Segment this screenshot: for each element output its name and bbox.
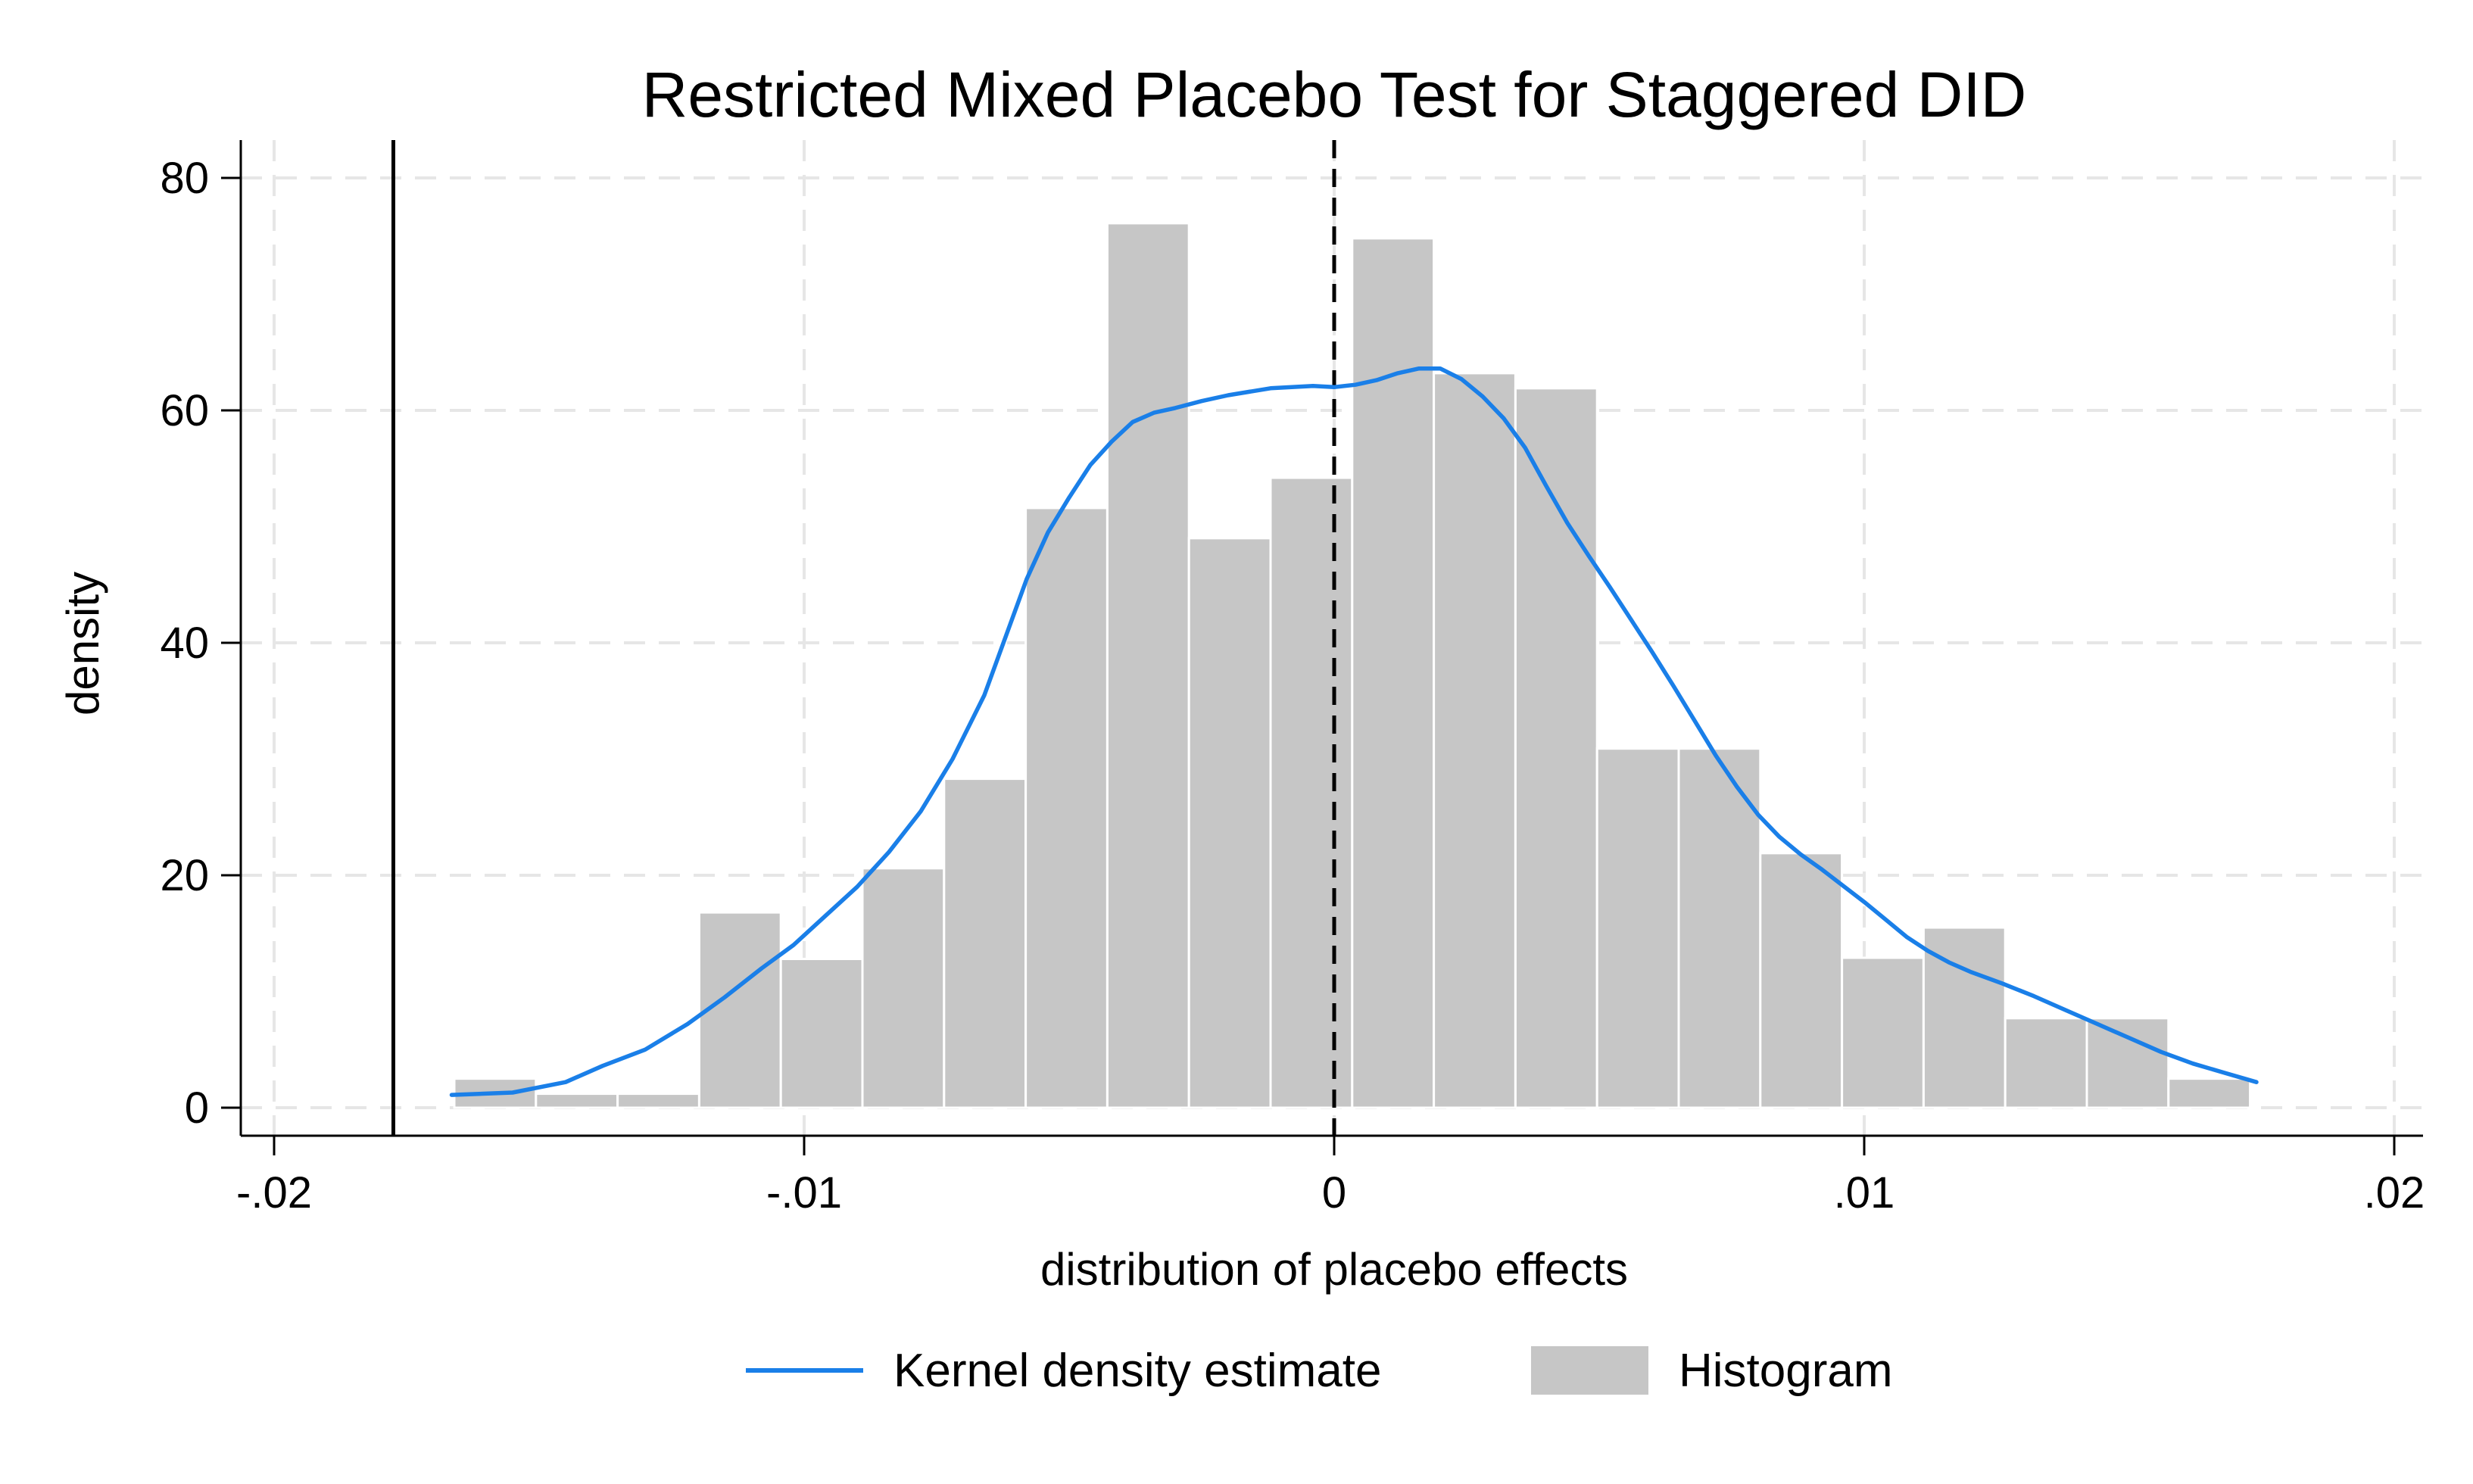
kde-line bbox=[449, 366, 2259, 1097]
legend: Kernel density estimate Histogram bbox=[746, 1345, 1893, 1397]
histogram-bar bbox=[1024, 507, 1109, 1109]
histogram-bar bbox=[1841, 956, 1925, 1109]
y-tick-label: 80 bbox=[160, 154, 209, 203]
histogram-bar bbox=[779, 958, 864, 1109]
histogram-bar bbox=[2085, 1017, 2170, 1109]
y-tick-label: 60 bbox=[160, 386, 209, 435]
histogram-bar bbox=[1433, 372, 1517, 1109]
histogram-bars bbox=[453, 222, 2252, 1109]
histogram-bar bbox=[697, 911, 782, 1109]
histogram-bar bbox=[1514, 387, 1598, 1109]
y-axis-title: density bbox=[58, 572, 108, 716]
legend-kde-label: Kernel density estimate bbox=[893, 1345, 1381, 1397]
histogram-bar bbox=[943, 778, 1028, 1109]
axes bbox=[239, 140, 2423, 1137]
legend-histogram-label: Histogram bbox=[1679, 1345, 1893, 1397]
x-tick-label: -.02 bbox=[236, 1168, 312, 1217]
y-tick-label: 20 bbox=[160, 851, 209, 900]
x-axis-ticks: -.02 -.01 0 .01 .02 bbox=[236, 1136, 2425, 1217]
histogram-bar bbox=[2004, 1017, 2088, 1109]
histogram-bar bbox=[616, 1093, 700, 1109]
x-axis-title: distribution of placebo effects bbox=[1040, 1244, 1628, 1295]
y-tick-label: 40 bbox=[160, 619, 209, 668]
histogram-bar bbox=[1759, 852, 1844, 1109]
x-tick-label: .01 bbox=[1834, 1168, 1895, 1217]
histogram-bar bbox=[2167, 1077, 2252, 1109]
legend-histogram-swatch bbox=[1531, 1346, 1648, 1395]
x-tick-label: 0 bbox=[1322, 1168, 1346, 1217]
histogram-bar bbox=[1106, 222, 1190, 1109]
x-tick-label: .02 bbox=[2364, 1168, 2425, 1217]
y-tick-label: 0 bbox=[185, 1083, 209, 1133]
chart-title: Restricted Mixed Placebo Test for Stagge… bbox=[642, 59, 2027, 130]
reference-lines bbox=[391, 140, 1336, 1136]
y-axis-ticks: 0 20 40 60 80 bbox=[160, 154, 241, 1133]
kde-curve-group bbox=[449, 366, 2259, 1097]
histogram-bar bbox=[535, 1093, 619, 1109]
histogram-bar bbox=[861, 867, 946, 1109]
histogram-bar bbox=[1187, 537, 1272, 1109]
histogram-bar bbox=[1269, 476, 1354, 1109]
x-tick-label: -.01 bbox=[766, 1168, 842, 1217]
histogram-bar bbox=[1595, 747, 1680, 1109]
histogram-bar bbox=[1677, 747, 1762, 1109]
